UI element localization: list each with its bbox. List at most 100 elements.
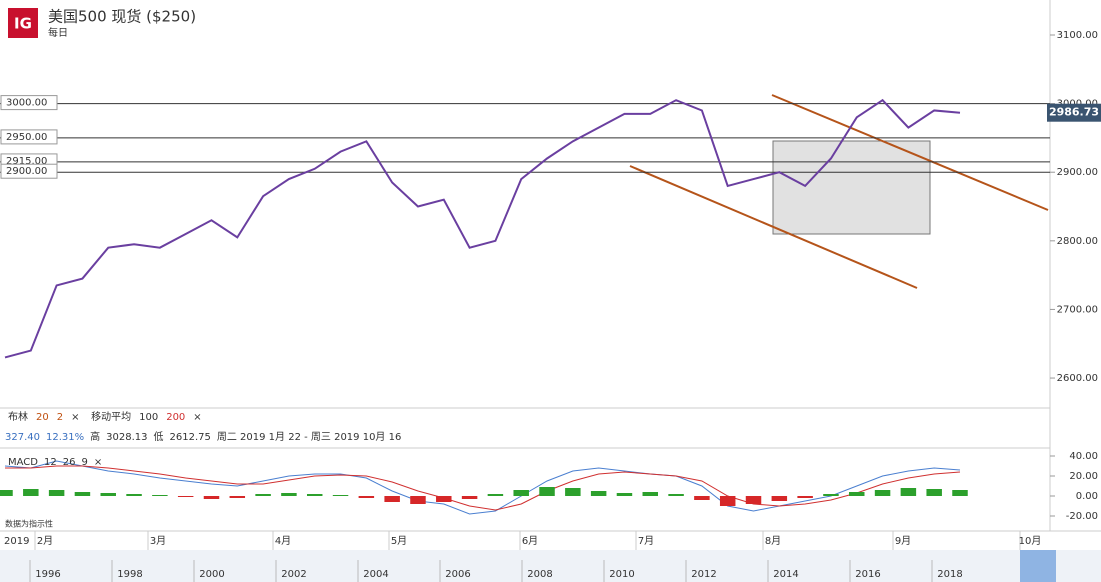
- histogram-bar: [513, 490, 529, 496]
- legend-text: 布林: [8, 410, 28, 423]
- y-tick-label: 3100.00: [1057, 30, 1098, 41]
- y-tick-label: -20.00: [1066, 511, 1098, 522]
- legend-text: 20: [36, 412, 49, 423]
- histogram-bar: [719, 496, 736, 506]
- histogram-bar: [0, 490, 13, 496]
- navigator-year: 2004: [363, 569, 388, 580]
- histogram-bar: [900, 488, 917, 496]
- note: 数据为指示性: [5, 519, 53, 529]
- histogram-bar: [306, 494, 323, 496]
- histogram-bar: [565, 488, 581, 496]
- month-label: 3月: [150, 535, 166, 547]
- legend-text: 100: [139, 412, 158, 423]
- legend-text: 移动平均: [91, 410, 131, 423]
- y-tick-label: 2700.00: [1057, 304, 1098, 315]
- logo: IG: [14, 15, 32, 33]
- level-label: 2900.00: [6, 166, 47, 177]
- series-line: [4, 98, 961, 359]
- month-label: 10月: [1019, 535, 1042, 547]
- histogram-bar: [23, 489, 39, 496]
- legend-text: 2: [57, 412, 63, 423]
- histogram-bar: [745, 496, 762, 504]
- histogram-bar: [874, 490, 891, 496]
- logo-box: [8, 8, 38, 38]
- series-line: [4, 460, 961, 515]
- series-line: [5, 465, 961, 511]
- histogram-bar: [590, 491, 607, 496]
- trend-line: [771, 94, 1049, 211]
- navigator-year: 2002: [281, 569, 306, 580]
- macd-legend: 9: [81, 457, 87, 468]
- legend-text: 200: [166, 412, 185, 423]
- month-label: 2月: [37, 535, 53, 547]
- month-label: 5月: [391, 535, 407, 547]
- navigator-year: 2012: [691, 569, 716, 580]
- histogram-bar: [177, 496, 194, 497]
- level-tag: [0, 95, 58, 111]
- histogram-bar: [797, 496, 813, 498]
- y-tick-label: 20.00: [1069, 471, 1098, 482]
- stat-text: 周二 2019 1月 22 - 周三 2019 10月 16: [217, 431, 401, 443]
- navigator-window[interactable]: [1020, 550, 1056, 582]
- trend-line: [629, 165, 918, 289]
- histogram-bar: [539, 487, 555, 496]
- histogram-bar: [152, 495, 168, 496]
- month-label: 8月: [765, 535, 781, 547]
- stat-text: 12.31%: [46, 432, 84, 443]
- stat-text: 327.40: [5, 432, 40, 443]
- histogram-bar: [48, 490, 65, 496]
- navigator-year: 1998: [117, 569, 142, 580]
- y-tick-label: 2600.00: [1057, 373, 1098, 384]
- close-icon[interactable]: ×: [193, 412, 201, 423]
- histogram-bar: [100, 493, 116, 496]
- stat-text: 3028.13: [106, 432, 147, 443]
- histogram-bar: [694, 496, 710, 500]
- histogram-bar: [642, 492, 659, 496]
- level-tag: [0, 163, 58, 179]
- year-label: 2019: [4, 536, 29, 547]
- histogram-bar: [771, 496, 788, 501]
- navigator-year: 2000: [199, 569, 224, 580]
- stat-text: 低: [154, 430, 164, 443]
- interval: 每日: [48, 26, 68, 39]
- histogram-bar: [616, 493, 633, 496]
- navigator-year: 1996: [35, 569, 60, 580]
- navigator-year: 2014: [773, 569, 798, 580]
- histogram-bar: [410, 496, 426, 504]
- histogram-bar: [358, 496, 375, 498]
- stat-text: 高: [90, 430, 100, 443]
- month-label: 9月: [895, 535, 911, 547]
- histogram-bar: [668, 494, 684, 496]
- navigator-year: 2016: [855, 569, 880, 580]
- level-tag: [0, 129, 58, 145]
- level-label: 3000.00: [6, 98, 47, 109]
- histogram-bar: [126, 494, 142, 496]
- histogram-bar: [952, 490, 968, 496]
- y-tick-label: 2900.00: [1057, 167, 1098, 178]
- navigator-year: 2008: [527, 569, 552, 580]
- histogram-bar: [255, 494, 271, 496]
- histogram-bar: [203, 496, 220, 499]
- level-label: 2915.00: [6, 156, 47, 167]
- histogram-bar: [436, 496, 452, 502]
- navigator-year: 2006: [445, 569, 470, 580]
- navigator: [0, 550, 1101, 582]
- title: 美国500 现货 ($250): [48, 8, 196, 26]
- level-label: 2950.00: [6, 132, 47, 143]
- histogram-bar: [281, 493, 297, 496]
- macd-legend: MACD: [8, 457, 38, 468]
- macd-legend: 12: [44, 457, 57, 468]
- histogram-bar: [487, 494, 504, 496]
- histogram-bar: [823, 494, 839, 496]
- stat-text: 2612.75: [170, 432, 211, 443]
- close-icon[interactable]: ×: [94, 457, 102, 468]
- range-box: [772, 140, 931, 235]
- histogram-bar: [74, 492, 91, 496]
- histogram-bar: [229, 496, 246, 498]
- navigator-year: 2018: [937, 569, 962, 580]
- y-tick-label: 2800.00: [1057, 236, 1098, 247]
- price-tag: [1047, 103, 1101, 122]
- close-icon[interactable]: ×: [71, 412, 79, 423]
